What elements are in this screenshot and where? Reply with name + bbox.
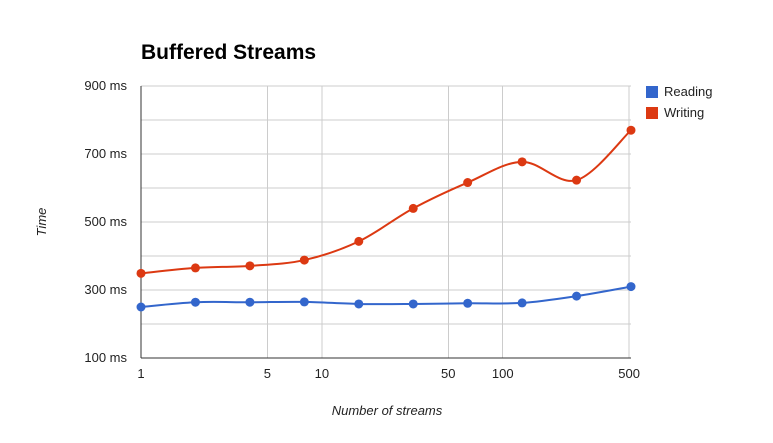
legend-label-writing: Writing <box>664 105 704 120</box>
data-point-writing <box>626 125 636 135</box>
legend-label-reading: Reading <box>664 84 712 99</box>
data-point-writing <box>572 175 582 185</box>
y-tick-label: 500 ms <box>84 214 127 229</box>
tick-labels: 100 ms 300 ms 500 ms 700 ms 900 ms 1 5 10 50 100 5… <box>84 78 640 381</box>
series-line-reading <box>140 285 632 308</box>
x-tick-label: 5 <box>264 366 271 381</box>
data-point-writing <box>245 261 255 271</box>
chart-title: Buffered Streams <box>141 41 316 64</box>
y-tick-label: 900 ms <box>84 78 127 93</box>
y-tick-label: 300 ms <box>84 282 127 297</box>
legend-swatch-writing <box>646 107 658 119</box>
y-tick-label: 100 ms <box>84 350 127 365</box>
data-point-writing <box>136 268 146 278</box>
data-point-writing <box>354 236 364 246</box>
data-point-reading <box>245 297 255 307</box>
data-point-reading <box>463 298 473 308</box>
data-point-writing <box>408 203 418 213</box>
x-tick-label: 50 <box>441 366 455 381</box>
x-tick-label: 10 <box>315 366 329 381</box>
y-tick-label: 700 ms <box>84 146 127 161</box>
axes <box>140 86 631 359</box>
data-point-reading <box>517 298 527 308</box>
data-point-writing <box>517 157 527 167</box>
x-tick-label: 1 <box>137 366 144 381</box>
data-point-writing <box>299 255 309 265</box>
x-axis-title: Number of streams <box>332 403 443 418</box>
data-point-reading <box>190 297 200 307</box>
data-point-reading <box>136 302 146 312</box>
x-tick-label: 100 <box>492 366 514 381</box>
data-point-reading <box>626 282 636 292</box>
data-point-reading <box>408 299 418 309</box>
data-point-reading <box>354 299 364 309</box>
x-tick-label: 500 <box>618 366 640 381</box>
data-point-reading <box>299 297 309 307</box>
data-point-reading <box>572 291 582 301</box>
series-lines <box>136 125 636 312</box>
data-point-writing <box>190 263 200 273</box>
gridlines <box>140 85 631 359</box>
y-axis-title: Time <box>34 208 49 237</box>
legend-swatch-reading <box>646 86 658 98</box>
series-line-writing <box>140 129 632 275</box>
data-point-writing <box>463 178 473 188</box>
legend[interactable]: Reading Writing <box>646 84 712 120</box>
